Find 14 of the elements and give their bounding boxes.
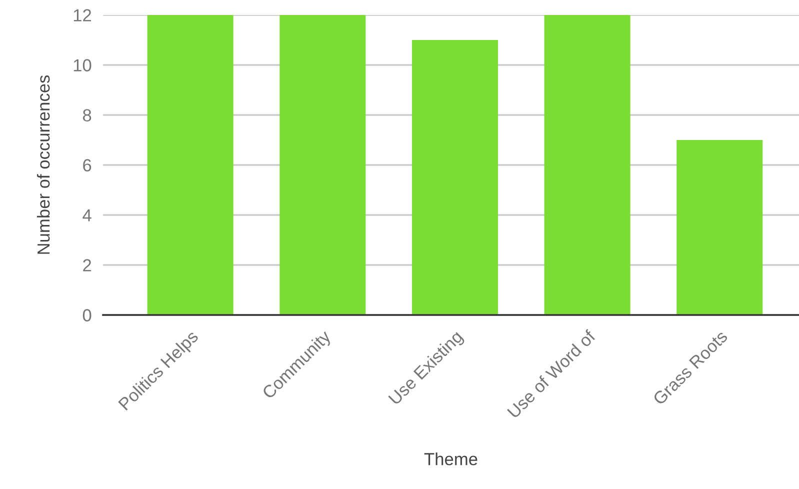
y-tick-label: 8 [82,109,92,122]
bar [280,15,366,315]
y-tick-label: 2 [83,259,92,272]
y-tick-label: 0 [82,309,92,322]
y-tick-label: 4 [82,209,92,222]
bar [676,140,763,315]
bar [544,15,630,315]
x-axis-title: Theme [424,452,478,466]
bar [147,15,234,315]
y-tick-label: 6 [83,159,92,172]
y-axis-title: Number of occurrences [36,75,50,254]
y-tick-label: 10 [74,59,92,72]
bar [412,40,498,315]
y-tick-label: 12 [74,9,92,22]
